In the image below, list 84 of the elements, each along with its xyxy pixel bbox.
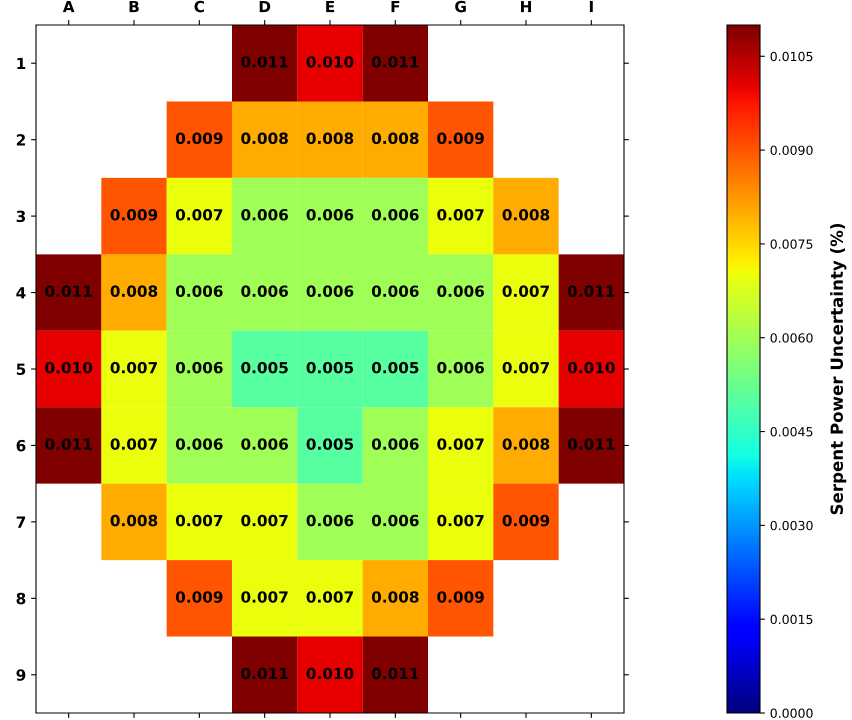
data-label: 0.006	[306, 514, 354, 526]
data-label: 0.006	[372, 438, 419, 450]
y-tick-label: 2	[16, 134, 25, 146]
y-tick-label: 4	[16, 287, 26, 298]
data-label: 0.006	[241, 438, 288, 450]
data-label: 0.007	[437, 438, 484, 450]
y-tick-label: 6	[16, 440, 26, 452]
data-label: 0.011	[568, 438, 614, 450]
x-tick-label: H	[521, 0, 531, 12]
y-tick-label: 7	[16, 516, 26, 528]
data-label: 0.011	[241, 56, 288, 68]
data-label: 0.011	[372, 668, 418, 680]
data-label: 0.009	[176, 132, 223, 144]
data-label: 0.009	[502, 514, 550, 526]
data-label: 0.007	[176, 514, 222, 526]
data-label: 0.009	[110, 208, 158, 221]
data-label: 0.007	[110, 362, 157, 374]
y-tick-label: 9	[16, 669, 26, 681]
x-tick-label: G	[455, 0, 466, 12]
x-tick-label: E	[326, 0, 334, 12]
color-bar-label: 0.0000	[770, 708, 813, 718]
data-label: 0.006	[241, 208, 288, 221]
data-label: 0.006	[306, 208, 354, 221]
data-label: 0.005	[372, 362, 418, 374]
data-label: 0.010	[45, 362, 92, 374]
x-tick-label: F	[392, 0, 400, 12]
color-bar-label: 0.0090	[770, 146, 813, 156]
data-label: 0.011	[568, 285, 614, 297]
data-label: 0.009	[437, 132, 484, 144]
data-label: 0.011	[372, 56, 418, 68]
y-tick-label: 5	[16, 364, 26, 376]
data-label: 0.006	[176, 438, 223, 450]
color-bar-label: 0.0015	[770, 614, 812, 624]
color-bar-label: 0.0060	[770, 333, 813, 343]
data-label: 0.007	[502, 285, 549, 297]
y-tick-label: 8	[16, 592, 26, 604]
color-bar-label: 0.0045	[770, 427, 812, 436]
data-label: 0.011	[45, 285, 92, 297]
data-label: 0.010	[306, 668, 354, 680]
color-bar-label: 0.0105	[770, 52, 812, 62]
data-label: 0.006	[437, 285, 484, 297]
x-tick-label: D	[260, 0, 270, 12]
y-tick-label: 1	[17, 58, 26, 70]
data-label: 0.005	[306, 362, 354, 374]
color-bar-label: 0.0075	[770, 239, 812, 249]
color-bar-label: 0.0030	[770, 520, 813, 530]
data-label: 0.008	[306, 132, 354, 144]
data-label: 0.007	[306, 591, 353, 603]
data-label: 0.008	[372, 591, 419, 603]
data-label: 0.006	[372, 514, 419, 526]
x-tick-label: A	[62, 0, 75, 12]
data-label: 0.010	[568, 362, 615, 374]
data-label: 0.008	[110, 514, 158, 526]
data-label: 0.006	[176, 285, 223, 297]
data-label: 0.008	[372, 132, 419, 144]
data-label: 0.008	[241, 132, 288, 144]
data-label: 0.007	[437, 208, 484, 221]
x-tick-label: C	[194, 0, 204, 12]
data-label: 0.006	[241, 285, 288, 297]
data-label: 0.006	[437, 362, 484, 374]
data-label: 0.009	[437, 591, 484, 603]
data-label: 0.007	[176, 208, 222, 221]
data-label: 0.008	[110, 285, 158, 297]
y-tick-label: 3	[16, 210, 26, 222]
data-label: 0.007	[502, 362, 549, 374]
color-bar-title: Serpent Power Uncertainty (%)	[830, 224, 846, 514]
data-label: 0.006	[372, 285, 419, 297]
data-label: 0.005	[241, 362, 288, 374]
data-label: 0.006	[176, 362, 223, 374]
x-tick-label: B	[130, 0, 139, 12]
data-label: 0.007	[437, 514, 484, 526]
data-label: 0.008	[502, 438, 550, 450]
data-label: 0.011	[241, 668, 288, 680]
data-label: 0.005	[306, 438, 354, 450]
x-tick-label: I	[590, 0, 593, 12]
data-label: 0.009	[176, 591, 223, 603]
data-label: 0.008	[502, 208, 550, 221]
data-label: 0.006	[306, 285, 354, 297]
data-label: 0.006	[372, 208, 419, 221]
data-label: 0.010	[306, 56, 354, 68]
data-label: 0.007	[110, 438, 157, 450]
data-label: 0.011	[45, 438, 92, 450]
data-label: 0.007	[241, 591, 288, 603]
data-label: 0.007	[241, 514, 288, 526]
